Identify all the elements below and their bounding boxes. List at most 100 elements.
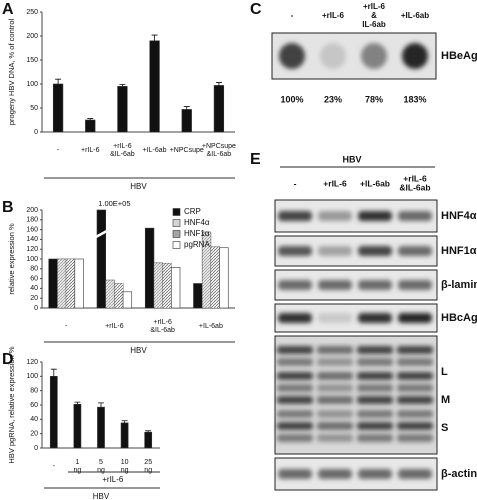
lane-label: +IL-6ab xyxy=(401,11,429,20)
y-tick-label: 0 xyxy=(34,445,38,452)
blot-target: HNF1α xyxy=(441,245,477,257)
blot-band xyxy=(397,410,433,418)
x-tick-label: +NPCsupe xyxy=(170,147,204,154)
bar xyxy=(181,109,192,133)
bar xyxy=(122,291,133,309)
error-bar xyxy=(50,368,57,377)
group-label: HBV xyxy=(93,492,110,500)
y-axis-label: relative expression % xyxy=(7,223,16,295)
blot-band xyxy=(397,396,433,404)
legend-label: CRP xyxy=(184,207,201,216)
y-tick-label: 140 xyxy=(26,236,38,243)
bar-hatch xyxy=(57,259,67,308)
lane-label: +rIL-6&IL-6ab xyxy=(362,2,386,29)
bar xyxy=(73,403,82,449)
group-label: HBV xyxy=(130,182,147,191)
blot-target: S xyxy=(441,422,448,434)
blot-band xyxy=(278,313,312,323)
blot-band xyxy=(397,346,433,354)
blot-band xyxy=(277,434,313,442)
blot-band xyxy=(357,384,393,392)
y-tick-label: 40 xyxy=(30,416,38,423)
y-tick-label: 80 xyxy=(30,266,38,273)
y-tick-label: 180 xyxy=(26,217,38,224)
blot-band xyxy=(277,396,313,404)
blot-band xyxy=(398,246,432,256)
bar xyxy=(97,406,105,449)
lane-label: +rIL-6 xyxy=(322,11,345,20)
blot-band xyxy=(317,372,353,380)
x-tick-label: 25 ng xyxy=(144,459,152,474)
blot-target: β-actin xyxy=(441,468,477,480)
bar xyxy=(171,267,181,309)
x-tick-label: +IL-6ab xyxy=(143,147,167,154)
legend-swatch xyxy=(172,230,181,238)
blot-band xyxy=(357,410,393,418)
legend-label: HNF4α xyxy=(184,218,210,227)
bar xyxy=(74,258,84,309)
bar-hatch xyxy=(114,283,124,308)
bar xyxy=(144,431,153,449)
blot-band xyxy=(397,384,433,392)
blot-band xyxy=(357,422,393,430)
lane-label: +IL-6ab xyxy=(360,178,390,188)
legend-swatch xyxy=(172,208,181,216)
blot-spot xyxy=(279,43,305,69)
blot-band xyxy=(317,384,353,392)
blot-band xyxy=(358,280,392,290)
blot-band xyxy=(277,422,313,430)
x-tick-label: +NPCsupe &IL-6ab xyxy=(202,143,236,158)
bar-hatch xyxy=(66,259,75,308)
y-tick-label: 100 xyxy=(26,81,38,88)
bar xyxy=(193,283,203,309)
blot-band xyxy=(318,280,352,290)
bar-hatch xyxy=(105,280,115,308)
blot-band xyxy=(358,313,392,323)
blot-band xyxy=(278,211,312,221)
bar xyxy=(213,85,225,133)
y-tick-label: 0 xyxy=(34,305,38,312)
error-bar xyxy=(98,402,104,408)
x-tick-label: - xyxy=(57,147,60,154)
x-tick-label: +rIL-6 &IL-6ab xyxy=(150,319,175,334)
x-tick-label: +rIL-6 xyxy=(81,147,100,154)
percent-label: 183% xyxy=(403,94,426,104)
y-tick-label: 120 xyxy=(26,246,38,253)
y-tick-label: 20 xyxy=(30,295,38,302)
legend-swatch xyxy=(172,219,181,227)
error-bar xyxy=(215,82,222,86)
panel-letter: E xyxy=(250,151,261,168)
blot-band xyxy=(357,346,393,354)
x-tick-label: 1 ng xyxy=(74,459,82,474)
blot-band xyxy=(357,434,393,442)
percent-label: 23% xyxy=(324,94,342,104)
blot-band xyxy=(318,246,352,256)
blot-spot xyxy=(320,43,346,69)
y-axis-label: HBV pgRNA, relative expression % xyxy=(7,346,16,463)
x-tick-label: +IL-6ab xyxy=(199,323,223,330)
header: HBV xyxy=(342,154,361,164)
value-label: 1.00E+05 xyxy=(98,199,130,208)
y-tick-label: 60 xyxy=(30,275,38,282)
y-tick-label: 20 xyxy=(30,431,38,438)
y-tick-label: 160 xyxy=(26,226,38,233)
lane-label: +rIL-6 xyxy=(323,178,347,188)
blot-target: HBeAg xyxy=(441,50,477,62)
blot-band xyxy=(358,246,392,256)
x-tick-label: - xyxy=(65,323,68,330)
bar xyxy=(149,40,160,133)
blot-band xyxy=(317,396,353,404)
bar xyxy=(144,227,155,309)
blot-band xyxy=(317,410,353,418)
blot-band xyxy=(318,211,352,221)
panel-letter: B xyxy=(2,199,14,216)
blot-target: HNF4α xyxy=(441,210,477,222)
blot-band xyxy=(317,358,353,366)
blot-band xyxy=(278,469,312,479)
blot-band xyxy=(277,372,313,380)
error-bar xyxy=(55,78,62,84)
blot-band xyxy=(358,211,392,221)
blot-band xyxy=(358,469,392,479)
axis-break xyxy=(93,228,110,240)
